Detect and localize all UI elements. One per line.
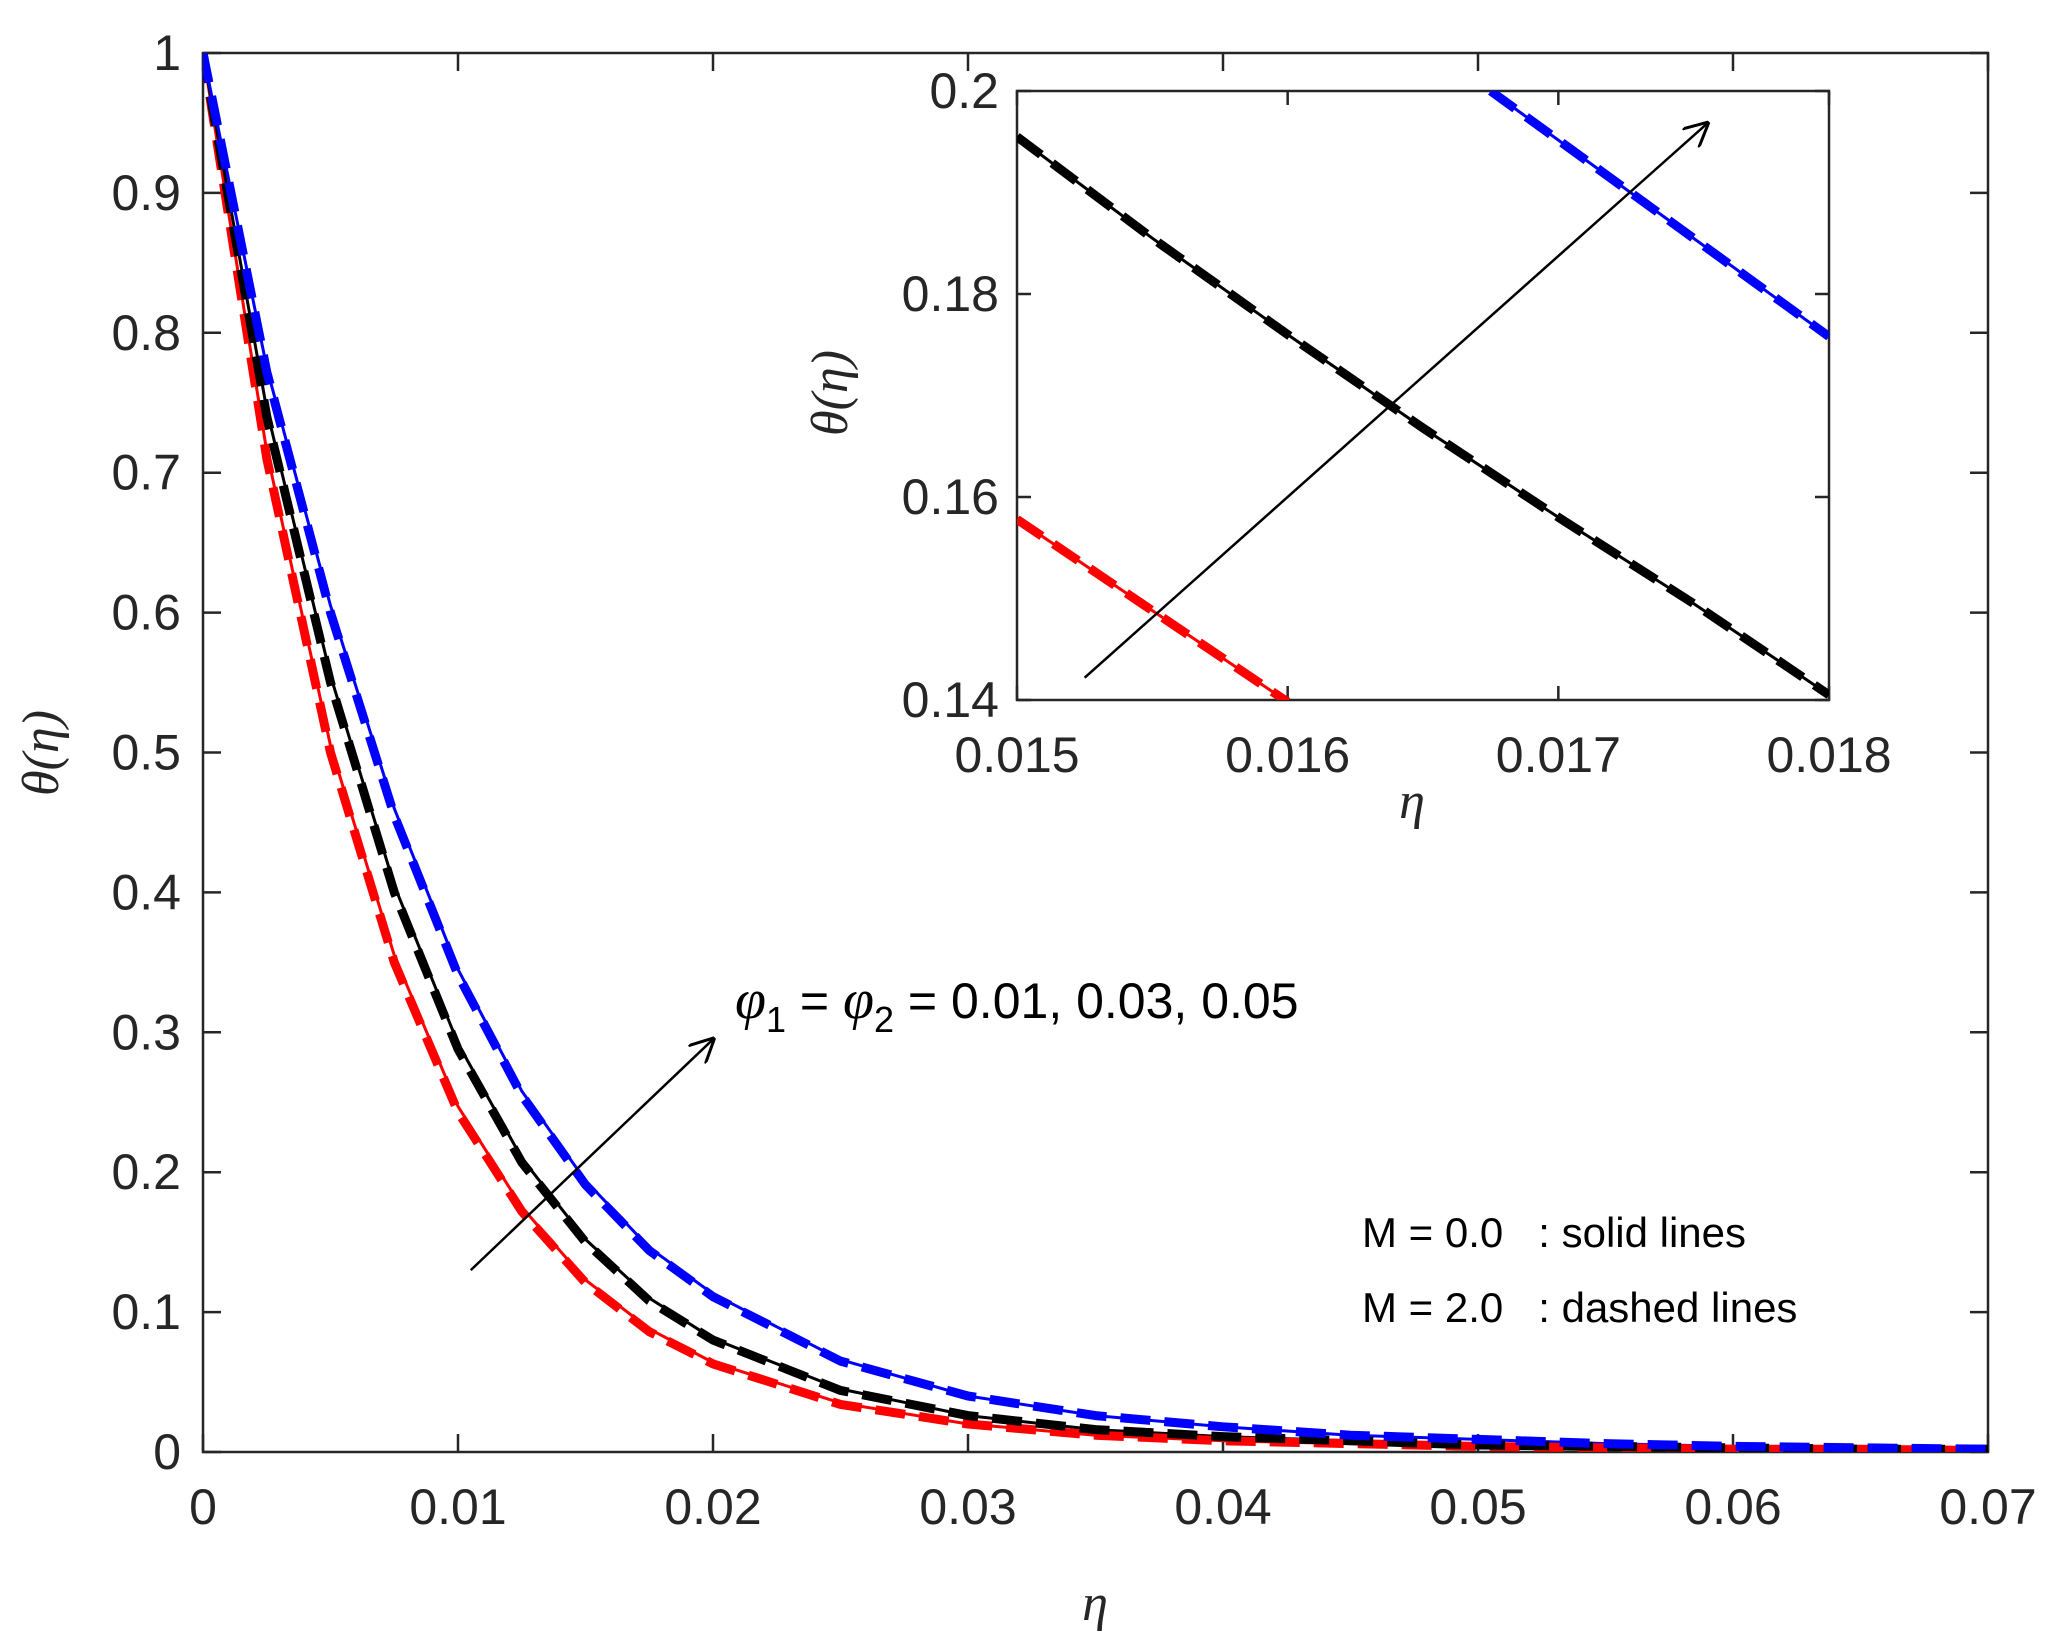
x-tick-label: 0.01 [409, 1479, 506, 1535]
x-tick-label: 0.06 [1684, 1479, 1781, 1535]
main-ticks [201, 51, 1990, 1454]
inset-plot: 0.015 0.016 0.017 0.018 0.14 0.16 0.18 0.2 η θ… [802, 63, 1892, 830]
inset-ticks [1015, 89, 1831, 702]
y-tick-label: 0.5 [111, 725, 181, 781]
y-tick-label: 0.6 [111, 585, 181, 641]
legend-entry-dashed: M = 2.0 : dashed lines [1362, 1284, 1797, 1331]
inset-series-line-dashed [1017, 515, 1291, 700]
inset-series-line-dashed [1488, 91, 1829, 341]
inset-y-axis-title: θ(η) [802, 350, 859, 436]
x-tick-label: 0.017 [1496, 727, 1621, 783]
y-tick-label: 0 [153, 1424, 181, 1480]
x-tick-label: 0.018 [1766, 727, 1891, 783]
x-tick-label: 0.07 [1939, 1479, 2036, 1535]
x-tick-label: 0.02 [664, 1479, 761, 1535]
annotation-equals-1: = [786, 973, 843, 1029]
x-tick-label: 0.016 [1225, 727, 1350, 783]
main-y-axis-title: θ(η) [13, 710, 70, 796]
x-tick-label: 0 [189, 1479, 217, 1535]
y-tick-label: 0.16 [902, 469, 999, 525]
series-line-dashed [203, 53, 1988, 1452]
inset-series [1017, 91, 1829, 700]
y-tick-label: 0.7 [111, 445, 181, 501]
x-tick-label: 0.015 [954, 727, 1079, 783]
main-annotation-arrow [469, 1039, 713, 1272]
main-y-tick-labels: 0 0.1 0.2 0.3 0.4 0.5 0.6 0.7 0.8 0.9 1 [111, 25, 181, 1480]
y-tick-label: 0.8 [111, 305, 181, 361]
phi2-subscript: 2 [874, 999, 894, 1040]
phi1-symbol: φ [735, 969, 766, 1031]
main-x-tick-labels: 0 0.01 0.02 0.03 0.04 0.05 0.06 0.07 [189, 1479, 2037, 1535]
x-tick-label: 0.04 [1174, 1479, 1271, 1535]
inset-x-tick-labels: 0.015 0.016 0.017 0.018 [954, 727, 1891, 783]
x-tick-label: 0.03 [919, 1479, 1016, 1535]
y-tick-label: 0.1 [111, 1284, 181, 1340]
y-tick-label: 0.9 [111, 165, 181, 221]
phi1-subscript: 1 [766, 999, 786, 1040]
y-tick-label: 0.4 [111, 864, 181, 920]
phi-annotation: φ1 = φ2 = 0.01, 0.03, 0.05 [735, 969, 1299, 1040]
y-tick-label: 0.2 [111, 1144, 181, 1200]
series-line-dashed [203, 53, 1988, 1452]
phi2-symbol: φ [843, 969, 874, 1031]
inset-x-axis-title: η [1399, 773, 1425, 830]
inset-series-line-dashed [1017, 133, 1829, 699]
main-x-axis-title: η [1082, 1575, 1108, 1632]
inset-annotation-arrow [1083, 123, 1708, 679]
annotation-values: = 0.01, 0.03, 0.05 [894, 973, 1299, 1029]
y-tick-label: 0.2 [929, 63, 999, 119]
inset-y-tick-labels: 0.14 0.16 0.18 0.2 [902, 63, 999, 728]
y-tick-label: 0.14 [902, 672, 999, 728]
main-series [203, 53, 1988, 1452]
legend-entry-solid: M = 0.0 : solid lines [1362, 1209, 1746, 1256]
y-tick-label: 0.18 [902, 266, 999, 322]
y-tick-label: 0.3 [111, 1004, 181, 1060]
y-tick-label: 1 [153, 25, 181, 81]
x-tick-label: 0.05 [1429, 1479, 1526, 1535]
